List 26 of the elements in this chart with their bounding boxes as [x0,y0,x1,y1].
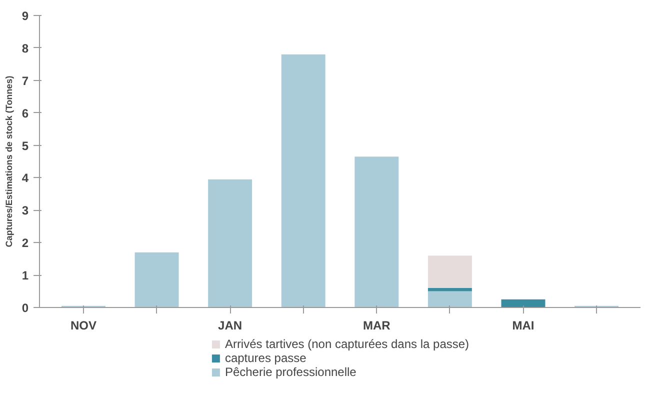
y-tick-label: 8 [22,41,29,56]
x-tick-label: JAN [218,318,242,332]
x-tick-label: MAI [512,318,534,332]
bar [208,179,252,308]
legend-label: Pêcherie professionnelle [224,365,356,379]
y-tick-label: 1 [22,268,29,283]
x-tick-label: NOV [70,318,96,332]
legend-label: Arrivés tartives (non capturées dans la passe) [224,337,470,351]
y-tick-label: 4 [22,171,29,186]
bar [281,54,326,308]
bar [501,299,546,308]
bar [428,256,472,288]
y-tick-label: 0 [22,301,29,315]
y-tick-label: 9 [22,9,29,23]
bar [428,291,472,308]
y-tick-label: 7 [22,74,29,88]
y-axis-title: Captures/Estimations de stock (Tonnes) [4,76,14,248]
y-tick-label: 5 [22,138,29,153]
y-tick-label: 6 [22,106,29,120]
x-tick-label: MAR [362,318,391,332]
bar [428,288,472,292]
y-tick-label: 2 [22,236,29,250]
bar [354,156,399,308]
legend-label: captures passe [224,351,306,365]
y-tick-label: 3 [22,204,29,218]
bar [134,252,179,308]
